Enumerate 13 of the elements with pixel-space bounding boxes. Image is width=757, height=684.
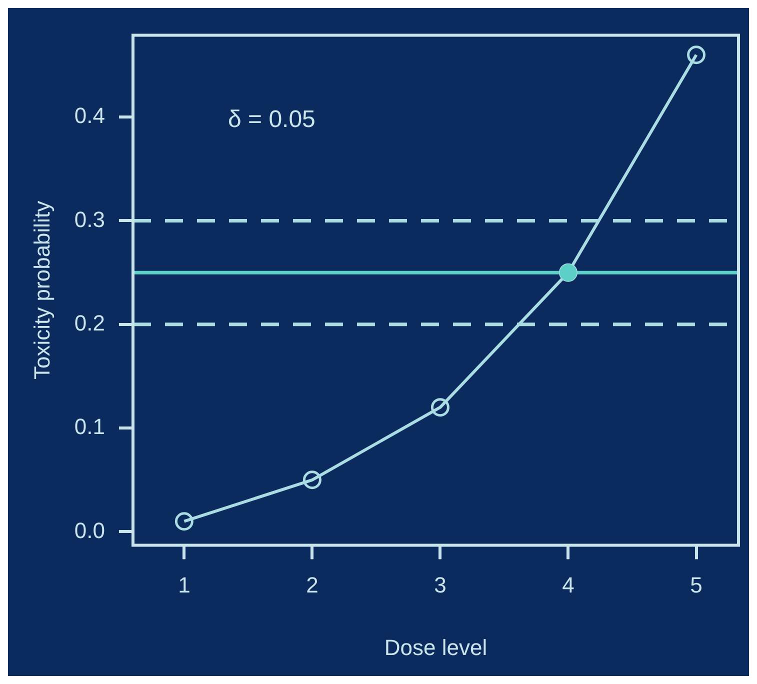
y-tick-label: 0.4: [74, 103, 105, 128]
x-tick-label: 1: [178, 572, 190, 598]
y-tick-label: 0.1: [74, 414, 105, 440]
y-tick-label: 0.0: [74, 518, 105, 543]
x-tick-label: 3: [434, 572, 446, 598]
y-axis-title: Toxicity probability: [29, 200, 54, 380]
x-tick-label: 5: [690, 572, 702, 598]
annotation: δ = 0.05: [228, 106, 316, 133]
x-tick-label: 4: [562, 572, 574, 598]
y-tick-label: 0.3: [74, 206, 105, 232]
y-tick-label: 0.2: [74, 310, 105, 336]
x-axis-title: Dose level: [384, 634, 488, 660]
x-tick-label: 2: [306, 572, 318, 598]
